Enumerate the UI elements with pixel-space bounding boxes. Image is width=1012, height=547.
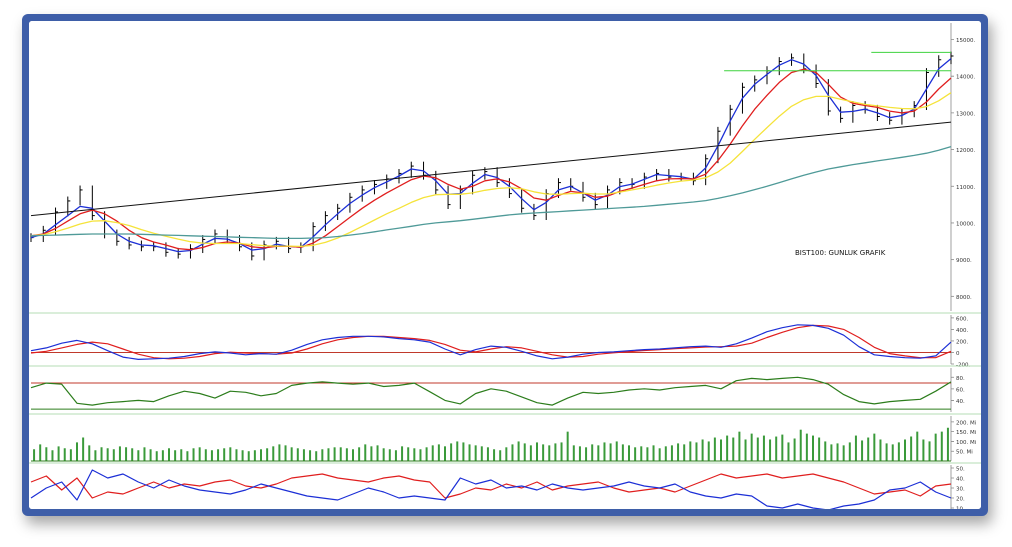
stock-chart: BIST100: GUNLUK GRAFIK 15000. 14000. 13000… (29, 21, 981, 509)
price-tick-label: 12000. (956, 148, 975, 154)
macd-tick-label: 200. (956, 339, 968, 345)
dmi-tick-label: 10. (956, 507, 965, 510)
volume-tick-label: 200. Mi (956, 420, 977, 426)
trendline (30, 121, 952, 217)
ma_slow-line (30, 92, 952, 248)
macd-tick-label: 600. (956, 316, 968, 322)
volume-tick-label: 50. Mi (956, 450, 973, 456)
price-tick-label: 13000. (956, 111, 975, 117)
ma_long-line (30, 145, 952, 240)
volume-tick-label: 100. Mi (956, 440, 977, 446)
dmi-tick-label: 30. (956, 487, 965, 493)
price-tick-label: 10000. (956, 221, 975, 227)
macd-line (30, 324, 952, 360)
dmi-tick-label: 50. (956, 467, 965, 473)
macd-tick-label: 0 (956, 351, 960, 357)
price-tick-label: 11000. (956, 185, 975, 191)
ma_fast-line (30, 58, 952, 253)
volume-tick-label: 150. Mi (956, 430, 977, 436)
rsi-tick-label: 40. (956, 399, 965, 405)
chart-area: BIST100: GUNLUK GRAFIK 15000. 14000. 13000… (29, 21, 981, 509)
price-tick-label: 9000. (956, 258, 972, 264)
price-tick-label: 8000. (956, 295, 972, 301)
macd-signal-line (30, 324, 952, 360)
dmi-tick-label: 40. (956, 477, 965, 483)
price-tick-label: 14000. (956, 75, 975, 81)
chart-frame: BIST100: GUNLUK GRAFIK 15000. 14000. 13000… (22, 14, 988, 516)
dmi-tick-label: 20. (956, 497, 965, 503)
dmi-plus-line (30, 469, 952, 509)
rsi-tick-label: 80. (956, 376, 965, 382)
price-tick-label: 15000. (956, 38, 975, 44)
macd-tick-label: 400. (956, 328, 968, 334)
rsi-line (30, 376, 952, 406)
macd-tick-label: -200. (956, 363, 970, 369)
chart-title: BIST100: GUNLUK GRAFIK (795, 249, 886, 257)
rsi-tick-label: 60. (956, 387, 965, 393)
dmi-minus-line (30, 473, 952, 499)
